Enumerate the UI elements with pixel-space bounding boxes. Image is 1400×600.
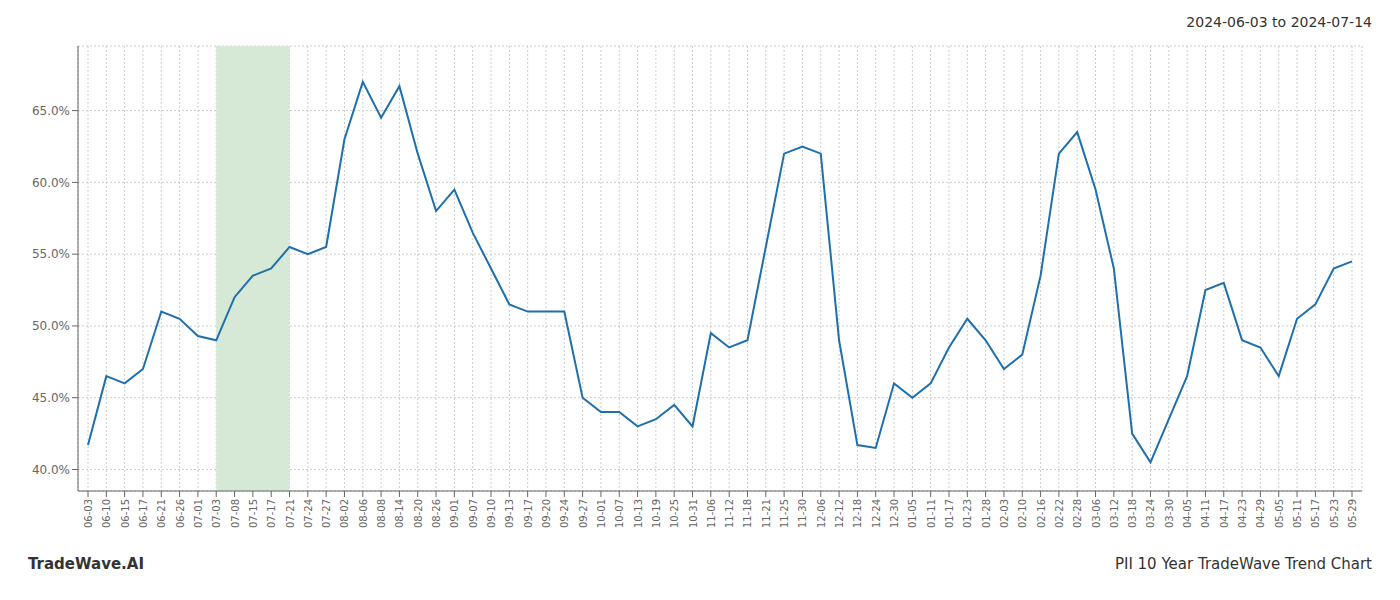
svg-text:06-10: 06-10 xyxy=(101,499,112,528)
svg-text:06-03: 06-03 xyxy=(83,499,94,528)
svg-text:45.0%: 45.0% xyxy=(32,391,70,405)
html-text:TradeWave.AI: TradeWave.AI xyxy=(28,555,144,573)
svg-text:07-21: 07-21 xyxy=(285,499,296,528)
svg-text:06-26: 06-26 xyxy=(175,499,186,528)
html-text:PII 10 Year TradeWave Trend Ch: PII 10 Year TradeWave Trend Chart xyxy=(1114,555,1372,573)
svg-text:10-13: 10-13 xyxy=(633,499,644,528)
svg-text:12-30: 12-30 xyxy=(889,499,900,528)
svg-text:01-28: 01-28 xyxy=(981,499,992,528)
svg-text:03-18: 03-18 xyxy=(1127,499,1138,528)
svg-text:06-21: 06-21 xyxy=(156,499,167,528)
svg-text:40.0%: 40.0% xyxy=(32,463,70,477)
svg-text:08-06: 08-06 xyxy=(358,499,369,528)
svg-text:11-18: 11-18 xyxy=(742,499,753,528)
svg-text:09-13: 09-13 xyxy=(504,499,515,528)
svg-text:01-17: 01-17 xyxy=(944,499,955,528)
svg-text:09-07: 09-07 xyxy=(468,499,479,528)
svg-text:11-12: 11-12 xyxy=(724,499,735,528)
svg-text:07-08: 07-08 xyxy=(230,499,241,528)
svg-text:02-22: 02-22 xyxy=(1054,499,1065,528)
svg-text:09-17: 09-17 xyxy=(523,499,534,528)
svg-text:02-10: 02-10 xyxy=(1017,499,1028,528)
svg-text:09-20: 09-20 xyxy=(541,499,552,528)
svg-text:07-27: 07-27 xyxy=(321,499,332,528)
svg-text:08-14: 08-14 xyxy=(394,499,405,528)
svg-text:50.0%: 50.0% xyxy=(32,319,70,333)
svg-text:10-31: 10-31 xyxy=(688,499,699,528)
svg-text:02-16: 02-16 xyxy=(1036,499,1047,528)
svg-text:05-17: 05-17 xyxy=(1310,499,1321,528)
svg-text:10-25: 10-25 xyxy=(669,499,680,528)
svg-text:09-24: 09-24 xyxy=(559,499,570,528)
svg-text:07-15: 07-15 xyxy=(248,499,259,528)
svg-text:06-15: 06-15 xyxy=(120,499,131,528)
svg-text:04-17: 04-17 xyxy=(1219,499,1230,528)
svg-text:03-30: 03-30 xyxy=(1164,499,1175,528)
svg-text:05-23: 05-23 xyxy=(1329,499,1340,528)
svg-text:10-19: 10-19 xyxy=(651,499,662,528)
svg-text:12-24: 12-24 xyxy=(871,499,882,528)
svg-text:04-29: 04-29 xyxy=(1255,499,1266,528)
svg-text:03-06: 03-06 xyxy=(1091,499,1102,528)
svg-text:01-05: 01-05 xyxy=(907,499,918,528)
svg-text:04-11: 04-11 xyxy=(1200,499,1211,528)
svg-text:08-08: 08-08 xyxy=(376,499,387,528)
svg-text:05-29: 05-29 xyxy=(1347,499,1358,528)
svg-text:05-11: 05-11 xyxy=(1292,499,1303,528)
svg-text:05-05: 05-05 xyxy=(1274,499,1285,528)
svg-text:11-06: 11-06 xyxy=(706,499,717,528)
svg-text:07-03: 07-03 xyxy=(211,499,222,528)
svg-text:10-07: 10-07 xyxy=(614,499,625,528)
svg-text:11-25: 11-25 xyxy=(779,499,790,528)
svg-text:07-01: 07-01 xyxy=(193,499,204,528)
svg-text:03-12: 03-12 xyxy=(1109,499,1120,528)
svg-text:01-11: 01-11 xyxy=(926,499,937,528)
svg-text:01-23: 01-23 xyxy=(962,499,973,528)
svg-text:12-06: 12-06 xyxy=(816,499,827,528)
svg-text:10-01: 10-01 xyxy=(596,499,607,528)
svg-text:02-03: 02-03 xyxy=(999,499,1010,528)
svg-text:06-17: 06-17 xyxy=(138,499,149,528)
svg-text:08-20: 08-20 xyxy=(413,499,424,528)
svg-text:07-17: 07-17 xyxy=(266,499,277,528)
svg-text:02-28: 02-28 xyxy=(1072,499,1083,528)
svg-text:09-10: 09-10 xyxy=(486,499,497,528)
svg-text:07-24: 07-24 xyxy=(303,499,314,528)
svg-text:04-05: 04-05 xyxy=(1182,499,1193,528)
svg-text:55.0%: 55.0% xyxy=(32,247,70,261)
svg-text:08-26: 08-26 xyxy=(431,499,442,528)
svg-text:60.0%: 60.0% xyxy=(32,176,70,190)
svg-text:03-24: 03-24 xyxy=(1145,499,1156,528)
svg-text:12-12: 12-12 xyxy=(834,499,845,528)
svg-text:11-21: 11-21 xyxy=(761,499,772,528)
svg-text:08-02: 08-02 xyxy=(339,499,350,528)
svg-text:11-30: 11-30 xyxy=(797,499,808,528)
svg-text:09-01: 09-01 xyxy=(449,499,460,528)
svg-text:09-27: 09-27 xyxy=(578,499,589,528)
svg-text:12-18: 12-18 xyxy=(852,499,863,528)
html-text:2024-06-03 to 2024-07-14: 2024-06-03 to 2024-07-14 xyxy=(1186,14,1372,30)
svg-text:65.0%: 65.0% xyxy=(32,104,70,118)
svg-text:04-23: 04-23 xyxy=(1237,499,1248,528)
